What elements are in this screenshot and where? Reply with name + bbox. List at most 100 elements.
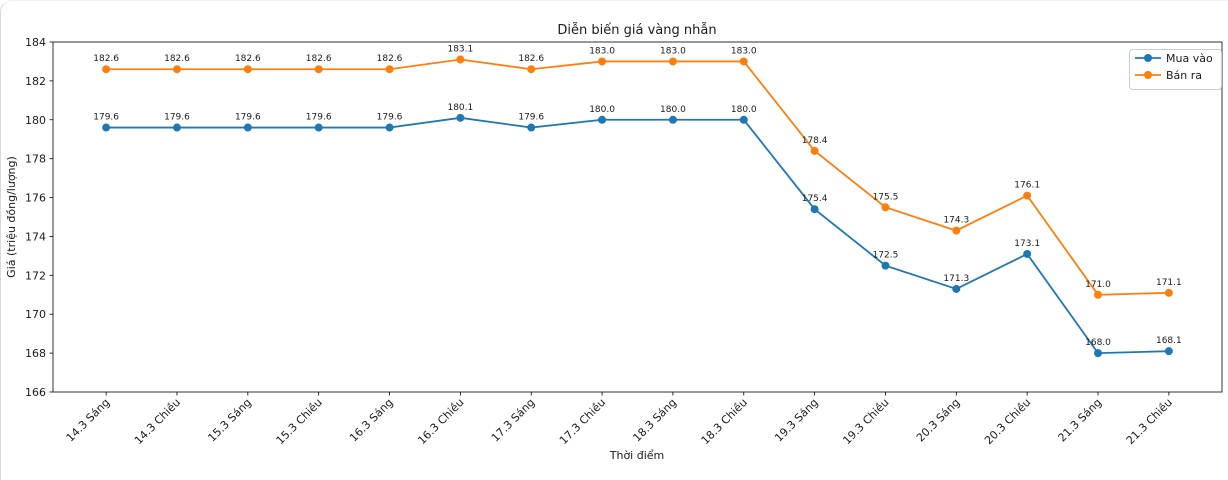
y-tick-label: 182 [25, 75, 46, 88]
data-point-label: 171.0 [1085, 280, 1111, 290]
data-point-ban-ra [739, 57, 748, 66]
plot-border [52, 41, 1223, 393]
data-point-label: 179.6 [235, 113, 261, 123]
data-point-label: 183.0 [589, 46, 615, 56]
y-tick-label: 176 [25, 192, 46, 205]
data-point-mua-vao [102, 123, 111, 132]
data-point-mua-vao [314, 123, 323, 132]
data-point-ban-ra [1094, 290, 1103, 299]
data-point-ban-ra [1023, 191, 1032, 200]
data-point-label: 176.1 [1014, 181, 1040, 191]
data-point-label: 182.6 [306, 54, 332, 64]
x-tick-label: 20.3 Sáng [914, 396, 963, 445]
data-point-label: 175.5 [873, 192, 899, 202]
data-point-label: 168.0 [1085, 338, 1111, 348]
data-point-label: 172.5 [873, 251, 899, 261]
data-point-ban-ra [102, 65, 111, 74]
data-point-mua-vao [385, 123, 394, 132]
data-point-label: 183.0 [660, 46, 686, 56]
data-point-ban-ra [172, 65, 181, 74]
data-point-ban-ra [881, 203, 890, 212]
data-point-label: 180.0 [731, 105, 757, 115]
series-line-mua-vao [106, 116, 1169, 355]
x-tick-label: 20.3 Chiều [982, 396, 1033, 447]
y-tick-label: 168 [25, 347, 46, 360]
plot-area: 166 168 170 172 174 176 178 180 182 184 14.3 Sáng 1… [25, 36, 1223, 447]
x-tick-label: 16.3 Chiều [415, 396, 466, 447]
data-point-label: 182.6 [93, 54, 119, 64]
data-point-label: 179.6 [306, 113, 332, 123]
data-point-mua-vao [1094, 349, 1103, 358]
data-point-label: 183.0 [731, 46, 757, 56]
x-tick-label: 19.3 Sáng [772, 396, 821, 445]
data-point-mua-vao [952, 284, 961, 293]
data-point-mua-vao [598, 115, 607, 124]
data-point-mua-vao [456, 113, 465, 122]
data-point-ban-ra [598, 57, 607, 66]
x-tick-label: 16.3 Sáng [347, 396, 396, 445]
x-axis-title: Thời điểm [609, 449, 665, 462]
x-tick-label: 21.3 Chiều [1124, 396, 1175, 447]
data-point-label: 179.6 [518, 113, 544, 123]
data-point-label: 178.4 [802, 136, 828, 146]
data-point-mua-vao [1164, 347, 1173, 356]
data-point-mua-vao [172, 123, 181, 132]
legend-label-mua-vao: Mua vào [1166, 52, 1213, 65]
y-tick-label: 178 [25, 153, 46, 166]
data-point-label: 171.3 [943, 274, 969, 284]
data-point-ban-ra [456, 55, 465, 64]
data-point-label: 182.6 [518, 54, 544, 64]
data-point-label: 182.6 [164, 54, 190, 64]
data-point-ban-ra [952, 226, 961, 235]
data-point-ban-ra [810, 146, 819, 155]
x-tick-label: 15.3 Chiều [274, 396, 325, 447]
data-point-label: 183.1 [447, 45, 473, 55]
x-tick-label: 21.3 Sáng [1056, 396, 1105, 445]
data-point-mua-vao [527, 123, 536, 132]
legend-marker-icon [1144, 71, 1152, 79]
data-point-label: 171.1 [1156, 278, 1182, 288]
data-point-label: 179.6 [93, 113, 119, 123]
data-point-mua-vao [243, 123, 252, 132]
data-point-mua-vao [810, 205, 819, 214]
x-tick-label: 17.3 Sáng [489, 396, 538, 445]
data-point-label: 182.6 [235, 54, 261, 64]
data-point-label: 180.1 [447, 103, 473, 113]
data-point-mua-vao [881, 261, 890, 270]
legend: Mua vào Bán ra [1129, 49, 1222, 90]
data-point-ban-ra [527, 65, 536, 74]
data-point-mua-vao [1023, 249, 1032, 258]
y-tick-label: 174 [25, 230, 46, 243]
chart-title: Diễn biến giá vàng nhẫn [557, 23, 716, 38]
y-tick-label: 170 [25, 308, 46, 321]
data-point-ban-ra [314, 65, 323, 74]
x-tick-label: 15.3 Sáng [205, 396, 254, 445]
data-point-label: 182.6 [377, 54, 403, 64]
data-point-label: 179.6 [377, 113, 403, 123]
legend-marker-icon [1144, 54, 1152, 62]
data-point-label: 175.4 [802, 194, 828, 204]
data-point-label: 179.6 [164, 113, 190, 123]
y-tick-label: 180 [25, 114, 46, 127]
legend-label-ban-ra: Bán ra [1166, 69, 1202, 82]
x-tick-label: 18.3 Chiều [699, 396, 750, 447]
data-point-ban-ra [385, 65, 394, 74]
data-point-mua-vao [668, 115, 677, 124]
data-point-label: 180.0 [660, 105, 686, 115]
x-tick-label: 14.3 Sáng [64, 396, 113, 445]
data-point-ban-ra [243, 65, 252, 74]
data-point-label: 174.3 [943, 216, 969, 226]
data-point-ban-ra [668, 57, 677, 66]
data-point-label: 180.0 [589, 105, 615, 115]
x-tick-label: 18.3 Sáng [630, 396, 679, 445]
x-tick-label: 17.3 Chiều [557, 396, 608, 447]
data-point-label: 173.1 [1014, 239, 1040, 249]
legend-box [1129, 49, 1222, 90]
data-point-ban-ra [1164, 288, 1173, 297]
data-point-label: 168.1 [1156, 336, 1182, 346]
x-tick-label: 14.3 Chiều [132, 396, 183, 447]
x-tick-label: 19.3 Chiều [840, 396, 891, 447]
y-tick-label: 172 [25, 269, 46, 282]
